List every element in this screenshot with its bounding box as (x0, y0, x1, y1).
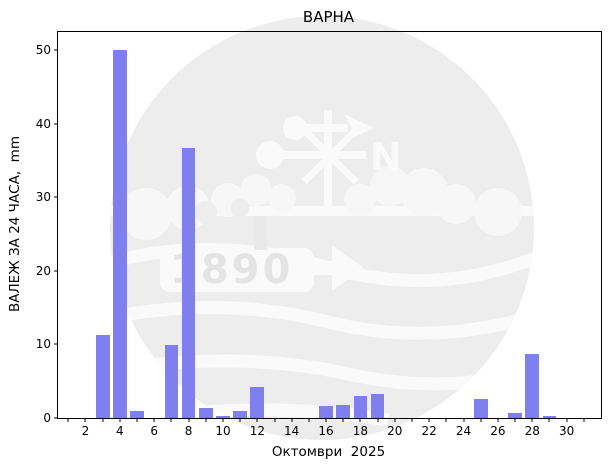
x-tick-label-8: 8 (184, 424, 193, 438)
y-tick-40 (54, 123, 58, 125)
bar-day-28 (525, 354, 540, 418)
y-tick-30 (54, 196, 58, 198)
x-tick-label-4: 4 (116, 424, 124, 438)
x-tick-label-6: 6 (150, 424, 159, 438)
x-tick-18 (359, 418, 361, 422)
x-tick-5 (136, 418, 138, 422)
vane-arrow-icon (344, 114, 374, 142)
x-tick-14 (291, 418, 293, 422)
x-tick-label-20: 20 (387, 424, 403, 438)
plot-area: 2 4 6 8 10 12 14 16 18 20 22 24 26 28 30 0 10 20 30 40 50 (36, 31, 602, 438)
y-tick-label-50: 50 (35, 43, 51, 58)
flow-arrow-icon (312, 245, 364, 291)
y-tick-10 (54, 343, 58, 345)
x-tick-label-12: 12 (249, 424, 265, 438)
vane-ball-small-icon (283, 116, 307, 140)
bar-day-18 (353, 395, 368, 418)
x-tick-12 (256, 418, 258, 422)
year-band (160, 248, 314, 292)
bar-day-29 (542, 415, 557, 418)
x-tick-4 (119, 418, 121, 422)
x-tick-8 (188, 418, 190, 422)
bar-day-8 (181, 148, 196, 418)
x-tick-17 (342, 418, 344, 422)
x-tick-29 (548, 418, 550, 422)
y-tick-20 (54, 270, 58, 272)
x-tick-label-24: 24 (455, 424, 472, 438)
horizon-band (110, 206, 534, 216)
x-tick-label-2: 2 (81, 424, 90, 438)
x-tick-15 (308, 418, 310, 422)
x-tick-23 (445, 418, 447, 422)
y-axis-label-wrap: ВАЛЕЖ ЗА 24 ЧАСА, mm (6, 31, 24, 417)
pier-icon (254, 216, 267, 250)
compass-n-label: N (370, 135, 402, 179)
bar-day-7 (164, 345, 179, 418)
x-tick-label-16: 16 (318, 424, 334, 438)
cloud-shadows (195, 199, 249, 223)
x-axis-label: Октомври 2025 (271, 444, 386, 460)
x-tick-25 (480, 418, 482, 422)
x-tick-label-18: 18 (352, 424, 369, 438)
x-tick-1 (67, 418, 69, 422)
x-tick-label-30: 30 (558, 424, 575, 438)
x-tick-22 (428, 418, 430, 422)
x-tick-21 (411, 418, 413, 422)
x-tick-27 (514, 418, 516, 422)
bar-day-11 (233, 411, 247, 418)
x-tick-28 (531, 418, 533, 422)
y-tick-label-30: 30 (35, 190, 51, 205)
x-tick-13 (274, 418, 275, 422)
y-tick-label-20: 20 (35, 263, 51, 278)
x-tick-2 (84, 418, 86, 422)
x-tick-6 (153, 418, 155, 422)
x-tick-31 (583, 418, 585, 422)
x-tick-label-26: 26 (490, 424, 506, 438)
bar-day-25 (473, 398, 488, 418)
vane-ball-large-icon (256, 141, 284, 169)
bar-day-27 (508, 412, 522, 418)
nimh-logo-watermark: N 1890 (110, 16, 534, 440)
bar-day-10 (216, 415, 230, 418)
y-tick-label-0: 0 (43, 411, 51, 425)
y-tick-label-40: 40 (35, 116, 51, 131)
x-tick-24 (463, 418, 465, 422)
x-tick-30 (566, 418, 568, 422)
bar-day-19 (370, 393, 385, 418)
x-tick-16 (325, 418, 327, 422)
y-tick-label-10: 10 (35, 337, 51, 352)
bar-day-9 (198, 408, 213, 418)
bar-day-4 (112, 50, 127, 418)
x-tick-19 (377, 418, 379, 422)
y-tick-0 (54, 417, 58, 419)
bar-day-12 (250, 387, 265, 418)
x-tick-10 (222, 418, 224, 422)
bar-day-5 (130, 410, 144, 418)
y-tick-50 (54, 49, 58, 51)
x-tick-label-22: 22 (421, 424, 437, 438)
x-tick-label-10: 10 (215, 424, 231, 438)
x-tick-label-28: 28 (524, 424, 540, 438)
x-tick-26 (497, 418, 499, 422)
y-axis-label: ВАЛЕЖ ЗА 24 ЧАСА, mm (7, 136, 23, 312)
x-tick-7 (170, 418, 172, 422)
x-tick-9 (205, 418, 207, 422)
x-tick-3 (102, 418, 104, 422)
x-tick-20 (394, 418, 396, 422)
x-tick-11 (239, 418, 241, 422)
bar-day-16 (319, 406, 333, 418)
chart-title: ВАРНА (302, 8, 355, 26)
x-tick-label-14: 14 (284, 424, 300, 438)
bar-day-3 (95, 334, 110, 418)
bar-day-17 (336, 404, 351, 418)
